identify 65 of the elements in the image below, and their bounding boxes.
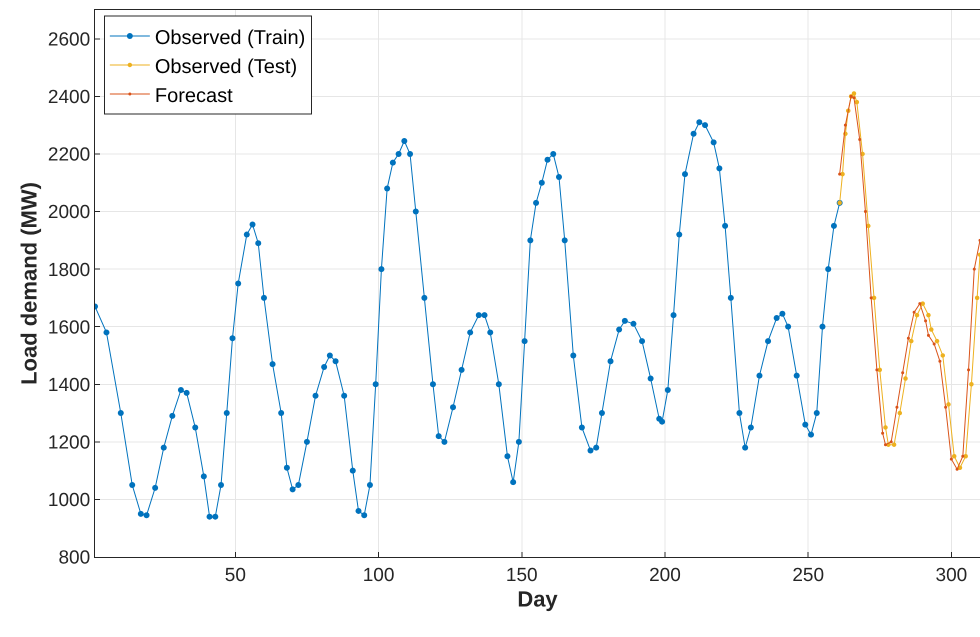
point <box>898 410 902 416</box>
point <box>852 91 856 96</box>
y-tick-label: 2400 <box>48 87 90 108</box>
point <box>932 342 936 346</box>
point <box>969 382 974 387</box>
x-tick-label: 150 <box>506 564 538 586</box>
point <box>858 138 862 142</box>
point <box>870 296 873 300</box>
point <box>838 172 842 176</box>
y-tick-label: 2600 <box>48 29 90 50</box>
x-tick-label: 300 <box>936 564 968 586</box>
point <box>974 296 980 300</box>
point <box>906 336 910 340</box>
point <box>864 210 867 214</box>
x-axis-title: Day <box>517 586 558 612</box>
point <box>909 338 914 344</box>
y-axis-title: Load demand (MW) <box>16 182 42 385</box>
point <box>914 312 920 318</box>
point <box>950 458 953 461</box>
y-tick-label: 1000 <box>48 490 90 512</box>
point <box>883 425 888 430</box>
point <box>912 310 916 314</box>
point <box>952 454 956 458</box>
legend-label: Forecast <box>154 84 234 107</box>
point <box>924 319 928 322</box>
y-tick-label: 1400 <box>48 374 90 396</box>
legend-label: Observed (Train) <box>154 26 306 49</box>
x-tick-label: 100 <box>362 564 394 586</box>
point <box>967 368 970 372</box>
point <box>875 368 878 372</box>
point <box>926 312 931 318</box>
point <box>934 338 940 344</box>
x-tick-label: 250 <box>792 564 824 586</box>
legend-label: Observed (Test) <box>154 56 298 78</box>
point <box>895 406 898 409</box>
point <box>926 334 930 337</box>
point <box>929 327 934 332</box>
point <box>961 454 964 458</box>
point <box>956 468 959 471</box>
point <box>878 368 882 372</box>
point <box>918 302 922 306</box>
point <box>892 442 896 447</box>
y-tick-label: 1200 <box>48 432 90 454</box>
y-tick-label: 2000 <box>48 202 90 224</box>
point <box>901 371 904 374</box>
y-tick-label: 1800 <box>48 260 90 281</box>
point <box>884 443 887 446</box>
point <box>852 96 856 100</box>
point <box>903 376 908 381</box>
point <box>854 100 860 104</box>
point <box>920 301 925 306</box>
y-tick-label: 2200 <box>48 144 90 166</box>
point <box>844 124 847 127</box>
point <box>946 402 951 407</box>
point <box>944 406 948 409</box>
x-tick-label: 50 <box>224 564 246 586</box>
point <box>938 360 942 363</box>
x-tick-label: 200 <box>649 564 681 586</box>
point <box>963 454 968 458</box>
y-tick-label: 1600 <box>48 317 90 338</box>
point <box>972 268 976 271</box>
point <box>881 432 884 435</box>
point <box>940 353 946 358</box>
y-tick-label: 800 <box>58 548 90 569</box>
point <box>890 440 893 444</box>
